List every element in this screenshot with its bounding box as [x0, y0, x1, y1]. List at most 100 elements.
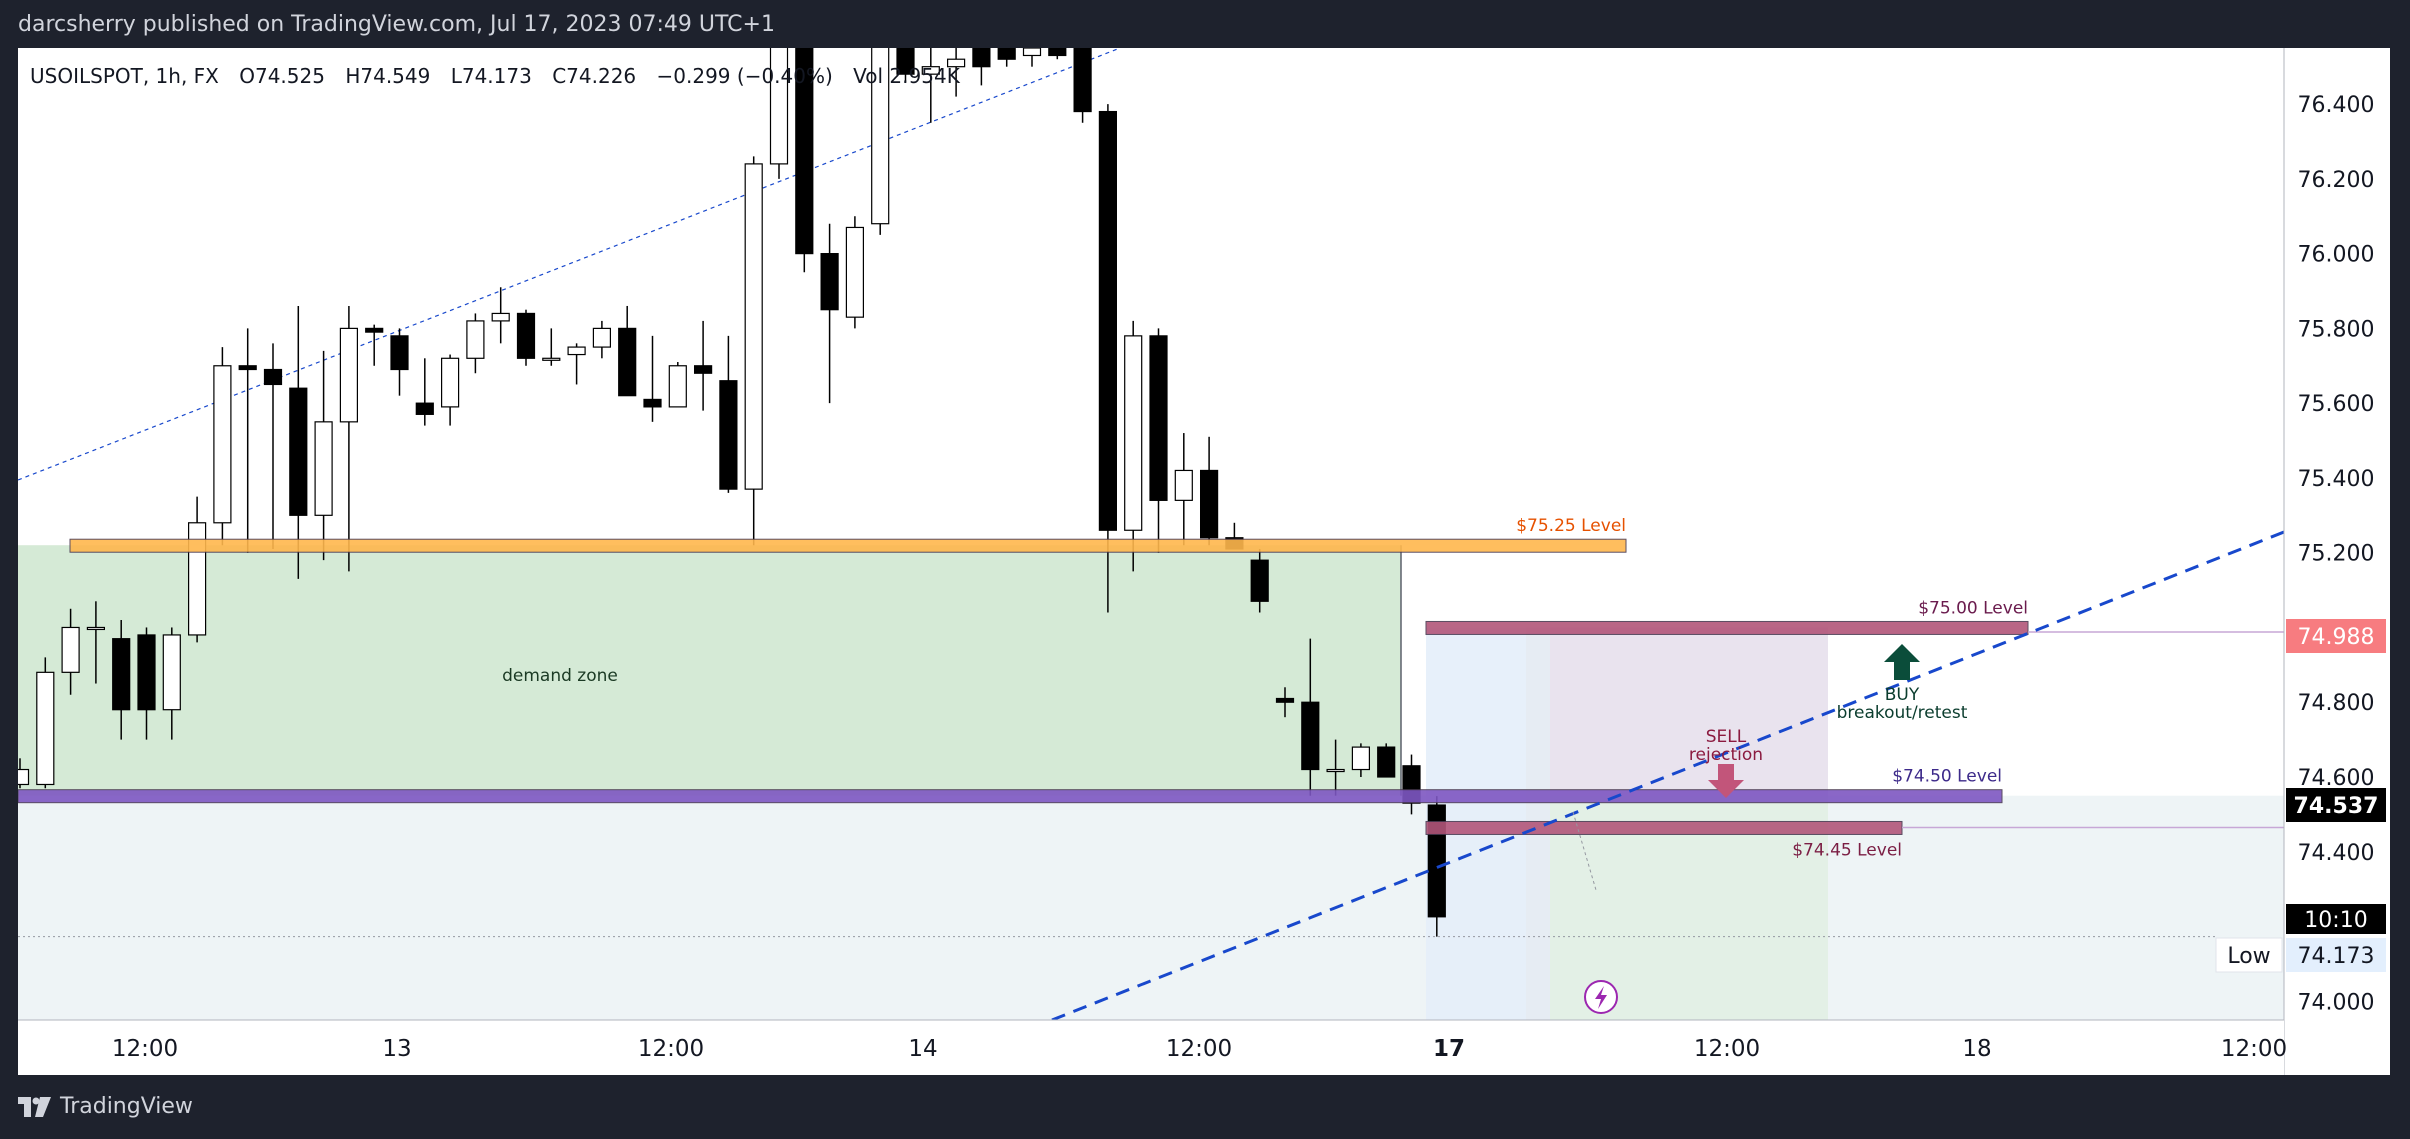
price-scale[interactable] — [2284, 48, 2390, 1020]
candle-body-down — [1073, 48, 1092, 113]
price-tick: 75.200 — [2298, 542, 2375, 567]
candle — [997, 48, 1016, 67]
countdown-badge: 10:10 — [2286, 904, 2386, 934]
candle — [314, 350, 333, 561]
footer-bar — [0, 1075, 2410, 1139]
price-tick: 74.600 — [2298, 766, 2375, 791]
low-label: Low — [2227, 944, 2270, 969]
candle — [795, 48, 814, 273]
candle — [1149, 328, 1168, 553]
candle-body-up — [86, 626, 106, 631]
time-tick-labels: 12:00 13 12:00 14 12:00 17 12:00 18 12:00 — [112, 1036, 2287, 1062]
zone-layer: demand zone — [18, 48, 2284, 1020]
candle — [1048, 48, 1067, 60]
level-74-50-label: $74.50 Level — [1892, 767, 2002, 787]
candle — [1275, 687, 1295, 718]
low-price-badge: Low 74.173 — [2215, 937, 2386, 973]
candle — [643, 335, 662, 422]
candle-body-down — [415, 402, 434, 415]
candle-body-up — [36, 671, 55, 786]
candle — [668, 362, 687, 408]
price-tick: 74.400 — [2298, 841, 2375, 866]
candle-body-down — [390, 335, 409, 371]
candle — [820, 223, 839, 404]
candle-body-up — [871, 48, 890, 225]
level-74-45-label: $74.45 Level — [1792, 840, 1902, 860]
level-75-00-label: $75.00 Level — [1918, 598, 2028, 618]
candle-body-down — [896, 48, 915, 75]
candle — [1199, 436, 1219, 546]
candle — [1098, 104, 1118, 613]
price-tick-labels: 76.400 76.200 76.000 75.800 75.600 75.400 75.2… — [2298, 93, 2375, 1015]
candle — [516, 309, 536, 366]
candle — [592, 320, 612, 359]
candle-body-down — [1275, 697, 1295, 703]
demand-zone — [18, 545, 1401, 796]
candle — [1124, 320, 1143, 572]
candle — [1073, 48, 1092, 123]
candle — [1301, 638, 1320, 796]
svg-text:USOILSPOT, 1h, FX O74.52: USOILSPOT, 1h, FX O74.525 H74.549 L74.17… — [30, 64, 961, 88]
legend-high: H74.549 — [345, 64, 430, 88]
candle-body-down — [1301, 701, 1320, 771]
price-tick: 75.600 — [2298, 392, 2375, 417]
candle-body-down — [1250, 559, 1269, 602]
candle — [1250, 548, 1269, 613]
candle-body-down — [1149, 335, 1168, 501]
buy-sublabel: breakout/retest — [1837, 703, 1968, 723]
candle — [1022, 48, 1042, 67]
drawings-layer: $75.25 Level $75.00 Level $74.50 Level $74.… — [18, 516, 2284, 1020]
time-tick: 12:00 — [638, 1036, 704, 1062]
demand-zone-label: demand zone — [502, 666, 618, 686]
publisher-text: darcsherry published on TradingView.com,… — [18, 12, 775, 37]
candle-body-up — [769, 48, 789, 165]
candle-body-up — [314, 421, 333, 516]
candle-body-up — [845, 226, 865, 318]
candle — [466, 313, 485, 374]
sell-label: SELL — [1706, 727, 1747, 747]
candle — [86, 601, 106, 684]
sell-sublabel: rejection — [1689, 745, 1763, 765]
low-value: 74.173 — [2298, 944, 2375, 969]
legend-volume: Vol 2.954K — [853, 64, 961, 88]
projection-dotted-line — [1572, 811, 1597, 891]
price-tick: 74.000 — [2298, 990, 2375, 1015]
candle — [339, 305, 358, 572]
tradingview-logo[interactable]: TradingView — [18, 1094, 193, 1119]
candle — [491, 287, 510, 344]
candle — [1326, 739, 1345, 796]
candle — [415, 358, 434, 426]
candle — [365, 324, 384, 366]
candle — [36, 657, 55, 789]
level-75-00-bar — [1425, 620, 2029, 635]
time-scale[interactable] — [18, 1020, 2284, 1075]
candle — [441, 354, 460, 426]
candle-body-down — [289, 387, 308, 516]
time-tick: 17 — [1433, 1036, 1465, 1062]
price-tick: 76.400 — [2298, 93, 2375, 118]
lower-tint — [18, 795, 2284, 1020]
legend-open: O74.525 — [239, 64, 325, 88]
candle-body-up — [491, 312, 510, 322]
level-74-45-bar — [1425, 820, 1903, 835]
candle-body-down — [263, 368, 283, 386]
candle-body-down — [1048, 48, 1067, 57]
candle-body-up — [466, 320, 485, 359]
price-tick: 75.800 — [2298, 317, 2375, 342]
price-badge-red-text: 74.988 — [2298, 625, 2375, 650]
price-tick: 76.000 — [2298, 243, 2375, 268]
time-tick: 13 — [382, 1036, 411, 1062]
candle — [618, 305, 637, 397]
candle-body-down — [516, 312, 536, 359]
candle-body-up — [1351, 746, 1371, 771]
candle-body-up — [441, 357, 460, 408]
candle — [769, 48, 789, 179]
candle-body-down — [365, 327, 384, 333]
candle — [542, 328, 561, 366]
candle — [1377, 743, 1396, 778]
candle — [896, 48, 915, 82]
price-tick: 76.200 — [2298, 168, 2375, 193]
candle — [162, 627, 181, 740]
candle — [946, 48, 966, 97]
